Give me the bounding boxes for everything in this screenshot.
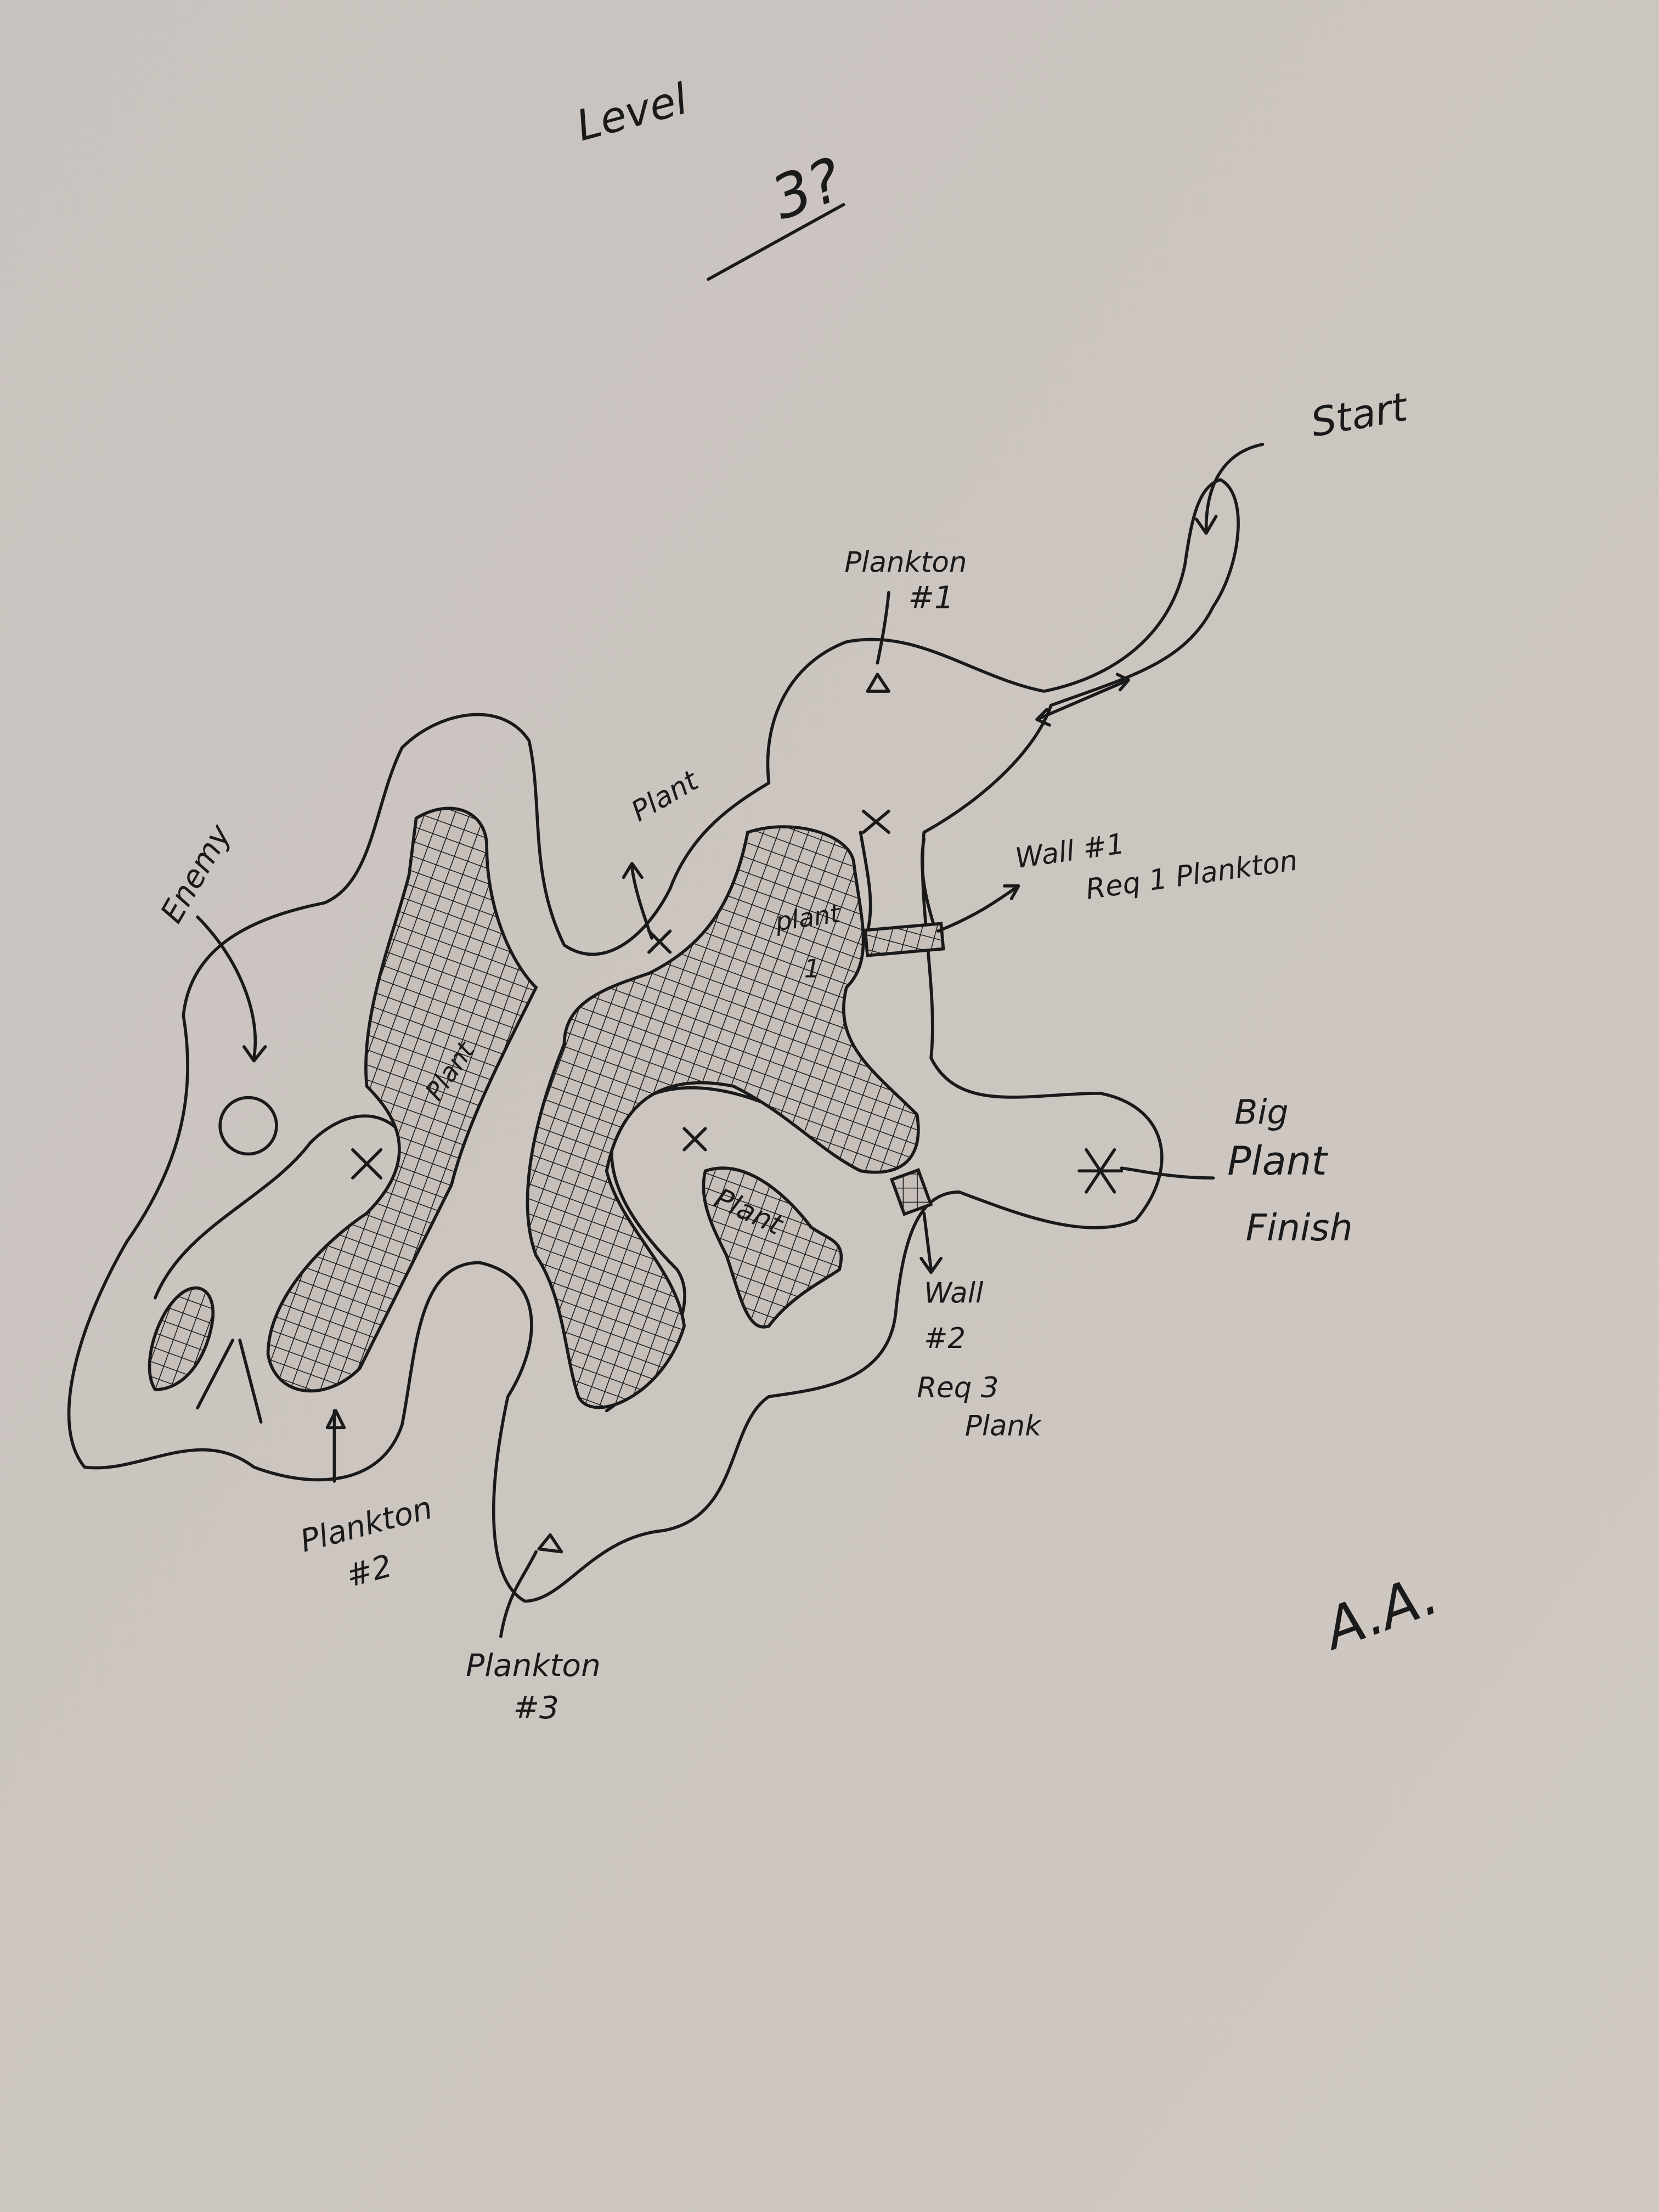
wall-2 [889, 1168, 933, 1216]
arrow [1120, 1166, 1215, 1180]
label: Plant [1227, 1138, 1328, 1184]
arrow [1035, 673, 1130, 727]
arrow [196, 1339, 538, 1638]
wall-1 [864, 922, 945, 957]
obstacle [148, 1286, 215, 1391]
obstacle [702, 1166, 843, 1329]
plankton-icon [325, 673, 890, 1554]
enemy-icon [218, 1096, 278, 1156]
arrow [876, 591, 890, 665]
label: Plankton [844, 546, 967, 579]
label: #3 [513, 1690, 558, 1726]
obstacle [526, 825, 920, 1409]
label: #1 [908, 579, 953, 616]
arrow [936, 884, 1020, 933]
inner-wall [154, 1114, 411, 1300]
label: Plankton [466, 1647, 601, 1684]
obstacle [266, 806, 538, 1393]
label: Big [1234, 1093, 1289, 1132]
label: Wall [924, 1277, 984, 1310]
label: 1 [804, 954, 820, 984]
level-outline [67, 478, 1240, 1603]
label: Plank [965, 1409, 1042, 1442]
underline [707, 203, 845, 281]
label: Req 3 [917, 1372, 998, 1404]
arrow [622, 861, 653, 940]
arrow [196, 915, 267, 1063]
plant-icon [351, 809, 1124, 1194]
arrow [1194, 443, 1265, 535]
label: Finish [1246, 1206, 1353, 1249]
label: #2 [924, 1322, 966, 1355]
arrow [919, 1211, 943, 1274]
